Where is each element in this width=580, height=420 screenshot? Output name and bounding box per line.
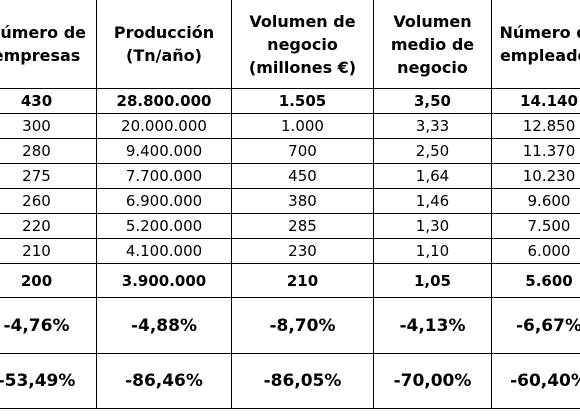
table-row: 430 28.800.000 1.505 3,50 14.140	[0, 88, 580, 114]
table-cell: 1,64	[373, 163, 492, 189]
table-cell: 5.200.000	[96, 213, 232, 239]
table-row: 210 4.100.000 230 1,10 6.000	[0, 238, 580, 264]
table-cell: 210	[0, 238, 97, 264]
table-cell: 230	[231, 238, 374, 264]
column-header: Producción (Tn/año)	[96, 0, 232, 89]
table-cell: 20.000.000	[96, 113, 232, 139]
table-cell: 4.100.000	[96, 238, 232, 264]
table-cell: -60,40%	[491, 353, 580, 409]
table-cell: 3,50	[373, 88, 492, 114]
table-row: 275 7.700.000 450 1,64 10.230	[0, 163, 580, 189]
table-cell: 9.400.000	[96, 138, 232, 164]
table-row: 260 6.900.000 380 1,46 9.600	[0, 188, 580, 214]
table-cell: 6.900.000	[96, 188, 232, 214]
table-cell: -70,00%	[373, 353, 492, 409]
table-cell: 1,30	[373, 213, 492, 239]
table-cell: 200	[0, 263, 97, 298]
table-cell: 285	[231, 213, 374, 239]
table-cell: 11.370	[491, 138, 580, 164]
table-cell: 450	[231, 163, 374, 189]
table-cell: 280	[0, 138, 97, 164]
table-cell: -4,13%	[373, 297, 492, 354]
table-cell: -86,05%	[231, 353, 374, 409]
table-row: 300 20.000.000 1.000 3,33 12.850	[0, 113, 580, 139]
table-row: -4,76% -4,88% -8,70% -4,13% -6,67%	[0, 297, 580, 354]
table-cell: 6.000	[491, 238, 580, 264]
table-cell: -53,49%	[0, 353, 97, 409]
table-cell: 7.500	[491, 213, 580, 239]
table-cell: 1.000	[231, 113, 374, 139]
table-cell: -4,88%	[96, 297, 232, 354]
column-header: Número de empresas	[0, 0, 97, 89]
table-cell: 275	[0, 163, 97, 189]
table-cell: 14.140	[491, 88, 580, 114]
table-cell: -6,67%	[491, 297, 580, 354]
table-cell: 210	[231, 263, 374, 298]
table-cell: -86,46%	[96, 353, 232, 409]
table-row: 280 9.400.000 700 2,50 11.370	[0, 138, 580, 164]
table-cell: 10.230	[491, 163, 580, 189]
table-row: 200 3.900.000 210 1,05 5.600	[0, 263, 580, 298]
table-cell: 3.900.000	[96, 263, 232, 298]
column-header: Número de empleados	[491, 0, 580, 89]
table-cell: 1,46	[373, 188, 492, 214]
table-cell: 380	[231, 188, 374, 214]
table-cell: 7.700.000	[96, 163, 232, 189]
table-cell: 1,05	[373, 263, 492, 298]
table-cell: 220	[0, 213, 97, 239]
table-cell: 1,10	[373, 238, 492, 264]
table-cell: 430	[0, 88, 97, 114]
table-cell: -4,76%	[0, 297, 97, 354]
table-row: 220 5.200.000 285 1,30 7.500	[0, 213, 580, 239]
table-cell: 260	[0, 188, 97, 214]
table-cell: 5.600	[491, 263, 580, 298]
table-cell: -8,70%	[231, 297, 374, 354]
table-cell: 9.600	[491, 188, 580, 214]
table-cell: 700	[231, 138, 374, 164]
column-header: Volumen medio de negocio	[373, 0, 492, 89]
column-header: Volumen de negocio (millones €)	[231, 0, 374, 89]
table-row: -53,49%-86,46%-86,05%-70,00%-60,40%	[0, 353, 580, 409]
table-cell: 12.850	[491, 113, 580, 139]
table-cell: 2,50	[373, 138, 492, 164]
table-cell: 1.505	[231, 88, 374, 114]
table-body: 430 28.800.000 1.505 3,50 14.140 300 20.000.00…	[0, 88, 580, 409]
table-cell: 300	[0, 113, 97, 139]
table-cell: 3,33	[373, 113, 492, 139]
table-cell: 28.800.000	[96, 88, 232, 114]
